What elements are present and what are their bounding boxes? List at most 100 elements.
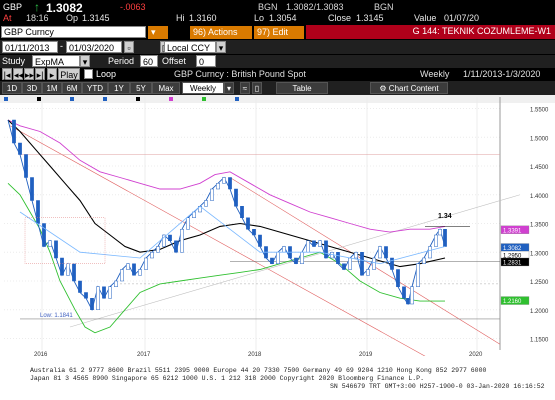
candle bbox=[54, 240, 58, 259]
price-tag bbox=[500, 257, 530, 267]
candle bbox=[282, 246, 286, 253]
price-chart[interactable]: 1.5500 1.5000 1.4500 1.4000 1.3500 1.3000 1.25… bbox=[0, 95, 555, 400]
bgn-label: BGN bbox=[258, 2, 278, 12]
tab-ytd[interactable]: YTD bbox=[82, 82, 108, 94]
regression-line bbox=[19, 205, 446, 265]
candle bbox=[18, 142, 22, 155]
candle bbox=[378, 246, 382, 259]
rewind-icon[interactable]: |◂ bbox=[2, 68, 12, 80]
currency-dropdown-icon[interactable]: ▾ bbox=[216, 41, 226, 53]
legend-swatch-low bbox=[70, 97, 74, 101]
candle bbox=[434, 234, 438, 247]
candle bbox=[258, 234, 262, 247]
bid-ask: 1.3082/1.3083 bbox=[286, 2, 344, 12]
footer-line-2: Japan 81 3 4565 8900 Singapore 65 6212 1… bbox=[30, 375, 424, 382]
edit-menu-button[interactable]: 97) Edit bbox=[254, 26, 304, 39]
date-range-row: 01/11/2013 - 01/03/2020 ▫ ▥ Local CCY ▾ bbox=[0, 40, 555, 54]
period-select[interactable]: Weekly bbox=[182, 82, 224, 94]
candle bbox=[318, 240, 322, 247]
study-row: Study ExpMA ▾ Period 60 Offset 0 bbox=[0, 55, 555, 68]
candle bbox=[174, 240, 178, 253]
study-select[interactable]: ExpMA bbox=[32, 55, 80, 67]
close-value: 1.3145 bbox=[356, 13, 384, 23]
legend-swatch-expma bbox=[136, 97, 140, 101]
value-date: 01/07/20 bbox=[444, 13, 480, 23]
tab-6m[interactable]: 6M bbox=[62, 82, 82, 94]
candle bbox=[270, 257, 274, 264]
y-tick-label: 1.4000 bbox=[530, 194, 549, 200]
security-dropdown-button[interactable]: ▾ bbox=[148, 26, 168, 39]
offset-field[interactable]: 0 bbox=[196, 55, 216, 67]
actions-menu-button[interactable]: 96) Actions bbox=[190, 26, 252, 39]
calendar-icon[interactable]: ▫ bbox=[124, 41, 134, 53]
price-change: -.0063 bbox=[120, 2, 146, 12]
footer-line-3: SN 546679 TRT GMT+3:00 H257-1900-0 03-Ja… bbox=[330, 383, 545, 390]
gear-icon: ⚙ bbox=[379, 84, 389, 93]
tab-1y[interactable]: 1Y bbox=[108, 82, 130, 94]
candle bbox=[180, 229, 184, 253]
candle bbox=[422, 257, 426, 264]
bgn-label-2: BGN bbox=[374, 2, 394, 12]
price-tag bbox=[500, 296, 530, 305]
candle bbox=[410, 286, 414, 305]
step-forward-icon[interactable]: ▸▸ bbox=[24, 68, 35, 80]
high-label: Hi bbox=[176, 13, 185, 23]
x-tick-label: 2017 bbox=[137, 352, 151, 356]
study-label: Study bbox=[2, 56, 26, 66]
candle bbox=[192, 211, 196, 218]
candle bbox=[42, 223, 46, 247]
candle bbox=[443, 229, 447, 247]
period-dropdown-icon[interactable]: ▾ bbox=[224, 82, 234, 94]
play-button[interactable]: Play bbox=[58, 68, 80, 80]
candle bbox=[108, 286, 112, 299]
tab-1m[interactable]: 1M bbox=[42, 82, 62, 94]
study-dropdown-icon[interactable]: ▾ bbox=[80, 55, 90, 67]
close-label: Close bbox=[328, 13, 352, 23]
table-button[interactable]: Table bbox=[276, 82, 328, 94]
play-row: |◂ ◂◂ ▸▸ ▸| ▸ Play Loop GBP Curncy : Bri… bbox=[0, 68, 555, 81]
line-style-icon[interactable]: ≈ bbox=[240, 82, 250, 94]
security-field[interactable]: GBP Curncy bbox=[1, 26, 146, 38]
price-tag-label: 1.3082 bbox=[503, 246, 522, 252]
end-date-field[interactable]: 01/03/2020 bbox=[66, 41, 122, 53]
candle bbox=[102, 286, 106, 299]
currency-select[interactable]: Local CCY bbox=[164, 41, 216, 53]
candle bbox=[24, 154, 28, 178]
candle bbox=[168, 234, 172, 241]
price-tag-label: 1.2160 bbox=[503, 299, 522, 305]
candle bbox=[12, 119, 16, 144]
start-date-field[interactable]: 01/11/2013 bbox=[2, 41, 58, 53]
timeframe-tabs: 1D 3D 1M 6M YTD 1Y 5Y Max Weekly ▾ ≈ ▯ T… bbox=[0, 81, 555, 95]
candle bbox=[60, 257, 64, 276]
tab-5y[interactable]: 5Y bbox=[130, 82, 152, 94]
candle bbox=[336, 252, 340, 264]
y-tick-label: 1.3000 bbox=[530, 251, 549, 257]
y-tick-label: 1.2000 bbox=[530, 309, 549, 315]
tab-max[interactable]: Max bbox=[152, 82, 180, 94]
quote-time: 18:16 bbox=[26, 13, 49, 23]
tab-3d[interactable]: 3D bbox=[22, 82, 42, 94]
candle bbox=[342, 263, 346, 270]
fast-forward-icon[interactable]: ▸| bbox=[35, 68, 45, 80]
candle bbox=[384, 246, 388, 259]
candle bbox=[396, 269, 400, 287]
candle bbox=[36, 200, 40, 224]
last-price: 1.3082 bbox=[46, 1, 83, 15]
candle bbox=[366, 269, 370, 276]
chart-content-button[interactable]: ⚙ Chart Content bbox=[370, 82, 448, 94]
trend-line-1 bbox=[9, 125, 446, 368]
play-icon[interactable]: ▸ bbox=[47, 68, 57, 80]
period-label: Period bbox=[108, 56, 135, 66]
candle bbox=[96, 286, 100, 310]
candle bbox=[360, 252, 364, 276]
tab-1d[interactable]: 1D bbox=[2, 82, 22, 94]
period-field[interactable]: 60 bbox=[140, 55, 158, 67]
low-value: 1.3054 bbox=[269, 13, 297, 23]
bar-style-icon[interactable]: ▯ bbox=[252, 82, 262, 94]
low-label: Lo bbox=[254, 13, 265, 23]
candle bbox=[354, 252, 358, 259]
chart-svg[interactable]: 1.5500 1.5000 1.4500 1.4000 1.3500 1.3000 1.25… bbox=[0, 95, 555, 368]
candle bbox=[246, 217, 250, 230]
step-back-icon[interactable]: ◂◂ bbox=[13, 68, 24, 80]
loop-checkbox[interactable] bbox=[84, 69, 93, 79]
